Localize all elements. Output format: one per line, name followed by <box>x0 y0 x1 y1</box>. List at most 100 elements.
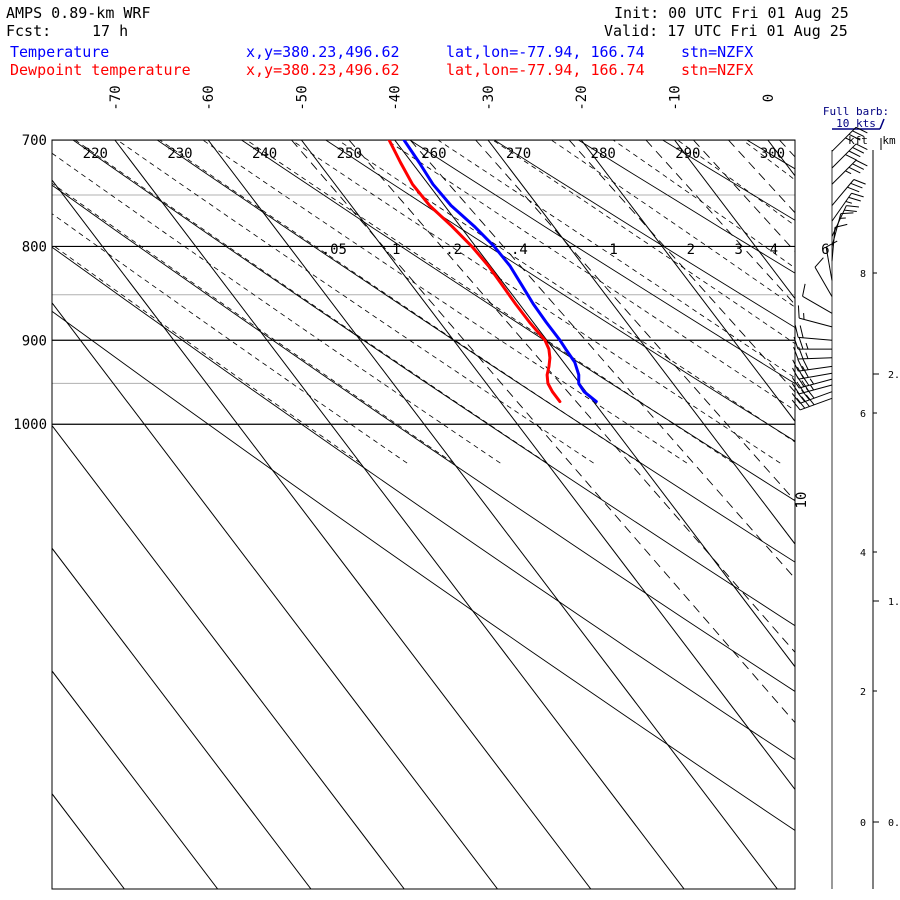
dry-adiabat-line <box>52 310 795 831</box>
init-time: Init: 00 UTC Fri 01 Aug 25 <box>614 4 849 22</box>
temperature-tick-label: -50 <box>294 85 310 110</box>
wind-barb <box>791 394 833 411</box>
wind-barb-feather <box>848 196 861 202</box>
isotherm-line <box>580 140 795 423</box>
wind-barb-shaft <box>798 372 833 380</box>
moist-adiabat-line <box>337 140 795 443</box>
isotherm-line <box>52 670 219 889</box>
mixing-ratio-line <box>348 140 795 653</box>
km-axis-label: km <box>882 134 896 147</box>
dry-adiabat-line <box>52 246 795 761</box>
temperature-tick-label: -60 <box>201 85 217 110</box>
wind-barb-shaft <box>831 205 847 237</box>
moist-adiabat-line <box>52 244 361 464</box>
wind-barb-feather <box>793 346 799 360</box>
moist-adiabat-line <box>492 140 795 345</box>
dewpoint-profile-line <box>387 140 562 404</box>
wind-barb <box>814 257 833 297</box>
wind-barb-shaft <box>799 317 833 328</box>
wind-barb-feather <box>802 283 806 297</box>
wind-barb-feather <box>846 205 859 208</box>
temperature-tick-label: 0 <box>761 94 777 102</box>
valid-time: Valid: 17 UTC Fri 01 Aug 25 <box>604 22 848 40</box>
wind-barb-half-feather <box>809 384 815 391</box>
wind-barb-feather <box>801 366 809 378</box>
wind-barb-shaft <box>831 126 857 152</box>
wind-barb <box>793 336 832 350</box>
wind-barb-feather <box>796 366 804 379</box>
wind-barb-feather <box>852 130 865 137</box>
wind-barb-shaft <box>799 384 833 395</box>
legend-dewpoint-station: stn=NZFX <box>681 61 754 79</box>
wind-barb-feather <box>852 163 865 170</box>
moist-adiabat-line <box>742 140 795 181</box>
forecast-hour: 17 h <box>92 22 129 40</box>
dry-adiabat-label: 290 <box>675 146 700 162</box>
wind-barb-feather <box>855 143 868 151</box>
legend-dewpoint-xy: x,y=380.23,496.62 <box>246 61 400 79</box>
moist-adiabat-line <box>550 140 795 308</box>
wind-profile: Full barb:10 kts kft km 8 6 4 2 0 2. 1. 0. 10 <box>791 105 900 889</box>
plot-side-label: 10 <box>794 492 810 509</box>
isotherm-line <box>52 792 125 889</box>
dry-adiabat-label: 240 <box>252 146 277 162</box>
wind-barb-shaft <box>831 192 852 222</box>
wind-barb-feather <box>791 399 801 411</box>
isotherm-line <box>487 140 795 545</box>
isotherm-line <box>52 424 405 889</box>
wind-barb-shaft <box>831 213 842 247</box>
pressure-tick-label: 900 <box>22 333 47 349</box>
wind-barb-feather <box>793 336 799 350</box>
pressure-tick-label: 700 <box>22 133 47 149</box>
wind-barb-feather <box>848 166 861 174</box>
legend-temperature-station: stn=NZFX <box>681 43 754 61</box>
km-tick-label: 2. <box>888 370 900 381</box>
kft-tick-label: 6 <box>860 409 866 420</box>
temperature-tick-label: -40 <box>388 85 404 110</box>
dry-adiabat-line <box>831 140 900 889</box>
mixing-ratio-label: .4 <box>511 242 528 258</box>
legend-dewpoint-latlon: lat,lon=-77.94, 166.74 <box>446 61 645 79</box>
isotherm-line <box>52 301 498 889</box>
dry-adiabat-label: 300 <box>760 146 785 162</box>
plot-frame <box>51 139 796 890</box>
grid-lines <box>52 140 900 889</box>
wind-barb-feather <box>844 209 857 213</box>
pressure-tick-label: 1000 <box>13 417 47 433</box>
wind-barb-shaft <box>831 227 836 262</box>
legend-temperature-label: Temperature <box>10 43 110 61</box>
kft-tick-label: 8 <box>860 269 866 280</box>
isotherm-line <box>767 140 795 177</box>
wind-barb <box>831 159 868 185</box>
wind-barb-half-feather <box>809 378 815 385</box>
moist-adiabat-line <box>74 140 548 464</box>
mixing-ratio-line <box>291 140 795 724</box>
mixing-ratio-line <box>728 140 795 214</box>
moist-adiabat-line <box>159 140 641 464</box>
dry-adiabat-line <box>52 184 795 692</box>
wind-barb-shaft <box>799 397 833 411</box>
wind-barb <box>831 143 868 169</box>
temperature-tick-label: -30 <box>481 85 497 110</box>
wind-barb <box>797 305 833 328</box>
wind-barb-feather <box>814 257 824 268</box>
wind-barb-feather <box>794 324 799 338</box>
wind-barb-shaft <box>831 179 855 206</box>
isotherm-line <box>674 140 795 300</box>
wind-barb-feather <box>853 179 866 185</box>
mixing-ratio-label: 4 <box>770 242 778 258</box>
wind-barb-shaft <box>802 295 833 314</box>
dry-adiabat-label: 260 <box>421 146 446 162</box>
wind-barb-shaft <box>831 159 857 185</box>
sounding-series <box>387 140 598 404</box>
wind-barb-half-feather <box>805 352 809 359</box>
wind-barb-feather <box>848 150 861 158</box>
isotherm-line <box>861 140 900 889</box>
isotherm-line <box>52 179 592 889</box>
isotherm-line <box>52 547 312 889</box>
dry-adiabat-label: 250 <box>337 146 362 162</box>
barb-key-title: Full barb: <box>823 105 889 118</box>
mixing-ratio-label: .2 <box>445 242 462 258</box>
wind-barb-shaft <box>799 391 833 404</box>
